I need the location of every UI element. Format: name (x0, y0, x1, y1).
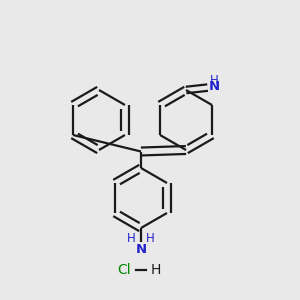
Text: N: N (208, 80, 220, 94)
Text: Cl: Cl (118, 263, 131, 277)
Text: H: H (146, 232, 155, 245)
Text: H: H (210, 74, 219, 87)
Text: N: N (135, 243, 147, 256)
Text: H: H (127, 232, 136, 245)
Text: H: H (150, 263, 161, 277)
